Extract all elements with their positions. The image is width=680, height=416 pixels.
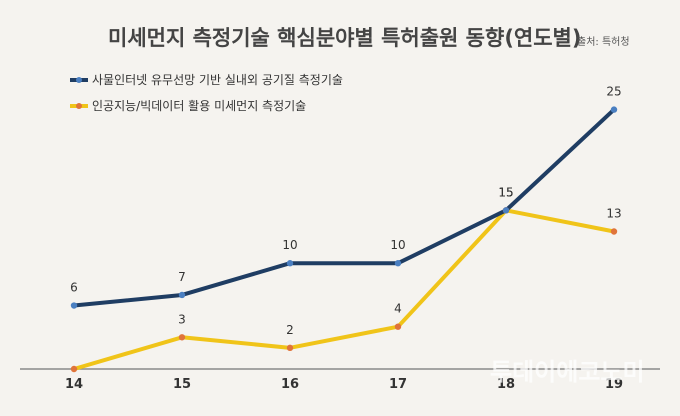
series-1-label-15: 7: [178, 270, 186, 284]
x-tick-label-16: 16: [281, 377, 299, 392]
series-2-point-19: [610, 228, 618, 235]
chart-source: 출처: 특허청: [577, 36, 630, 48]
x-tick-label-18: 18: [497, 377, 515, 392]
chart-title: 미세먼지 측정기술 핵심분야별 특허출원 동향(연도별): [108, 26, 581, 50]
legend-label-series-1: 사물인터넷 유무선망 기반 실내외 공기질 측정기술: [92, 73, 343, 87]
series-2-point-17: [394, 323, 402, 330]
x-tick-label-14: 14: [65, 377, 83, 392]
series-2-label-15: 3: [178, 312, 186, 326]
series-2-point-14: [70, 365, 78, 373]
series-2-point-16: [286, 344, 294, 352]
series-1-label-19: 25: [606, 85, 621, 99]
x-tick-label-17: 17: [389, 377, 407, 392]
series-2-label-17: 4: [394, 302, 402, 316]
legend-marker-series-1: [76, 77, 82, 83]
series-line-1: [72, 107, 616, 308]
series-1-label-14: 6: [70, 281, 78, 295]
legend-item-1: 사물인터넷 유무선망 기반 실내외 공기질 측정기술: [70, 73, 343, 87]
legend: 사물인터넷 유무선망 기반 실내외 공기질 측정기술 인공지능/빅데이터 활용 …: [70, 73, 343, 113]
legend-marker-series-2: [76, 103, 82, 109]
series-1-point-17: [394, 260, 402, 267]
series-1-point-14: [70, 302, 78, 309]
watermark: 투데이에코노미: [490, 358, 645, 386]
x-tick-label-19: 19: [605, 377, 623, 392]
x-tick-label-15: 15: [173, 377, 191, 392]
series-1-label-18: 15: [498, 185, 513, 199]
series-1-point-18: [502, 207, 510, 214]
series-1-point-15: [178, 291, 186, 299]
series-2-label-18: 15: [498, 185, 513, 199]
series-1-point-19: [610, 106, 618, 113]
series-1-point-16: [286, 260, 294, 267]
series-line-2: [72, 208, 616, 371]
legend-item-2: 인공지능/빅데이터 활용 미세먼지 측정기술: [70, 99, 306, 113]
series-1-label-16: 10: [282, 238, 297, 252]
series-2-point-15: [178, 334, 186, 341]
legend-label-series-2: 인공지능/빅데이터 활용 미세먼지 측정기술: [92, 99, 306, 113]
series-2-label-19: 13: [606, 207, 621, 221]
series-1-label-17: 10: [390, 238, 405, 252]
series-2-label-16: 2: [286, 323, 294, 337]
